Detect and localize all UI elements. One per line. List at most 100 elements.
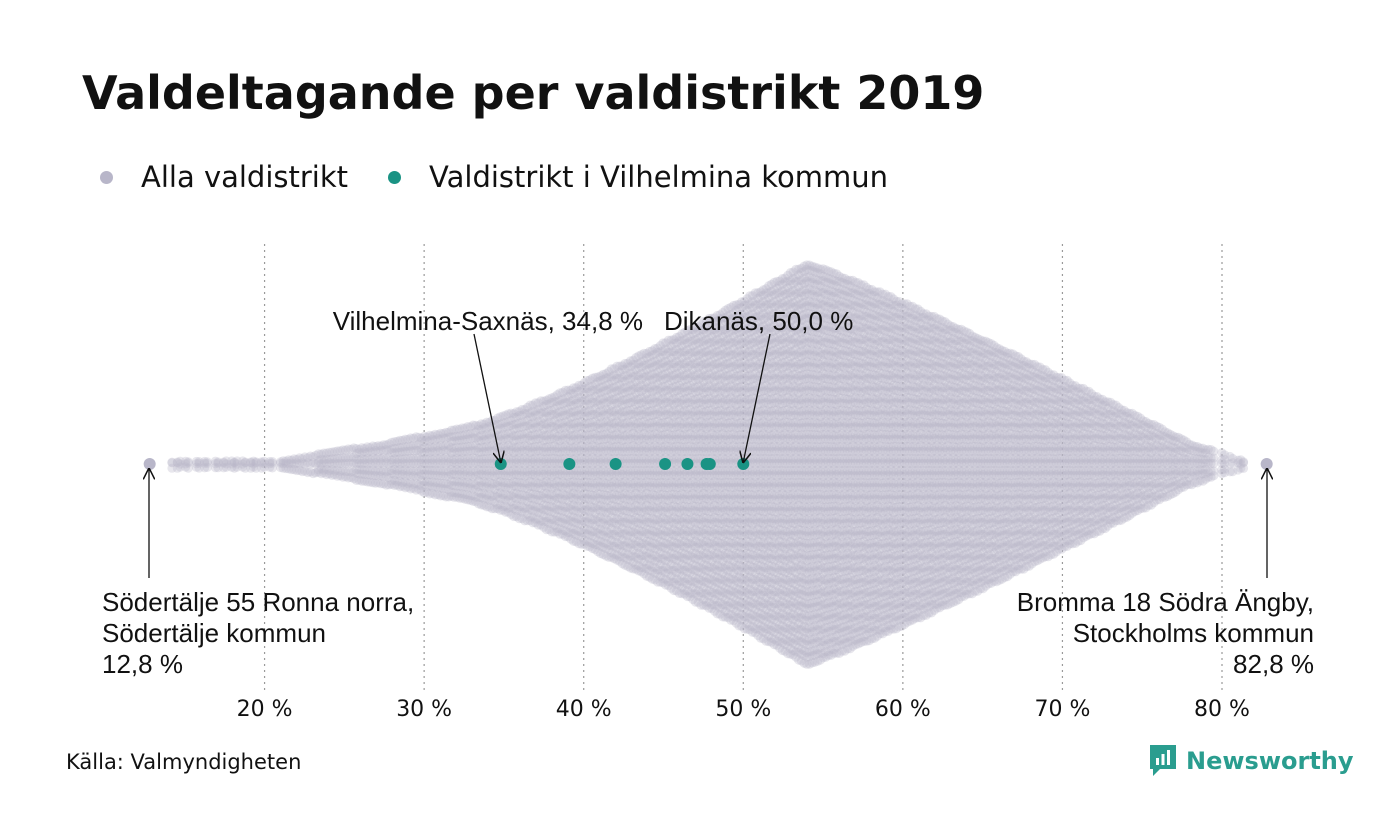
swarm-dot	[335, 466, 345, 476]
swarm-dot	[172, 458, 182, 468]
swarm-dot	[313, 449, 324, 459]
swarm-dot	[322, 448, 332, 458]
swarm-dot	[194, 457, 204, 467]
swarm-dot	[300, 466, 310, 476]
swarm-dot	[286, 455, 296, 465]
swarm-dot	[292, 458, 302, 468]
swarm-dot	[181, 459, 191, 469]
swarm-dot	[289, 454, 299, 464]
swarm-dot	[275, 462, 286, 473]
swarm-dot	[227, 462, 237, 472]
legend-dot-vilhelmina	[388, 170, 402, 184]
legend-item-vilhelmina: Valdistrikt i Vilhelmina kommun	[388, 160, 888, 194]
swarm-dot	[251, 457, 261, 467]
swarm-dot	[210, 456, 220, 466]
swarm-dot	[210, 463, 220, 473]
swarm-dot	[346, 444, 356, 454]
swarm-dot	[278, 456, 288, 466]
swarm-dot	[294, 459, 305, 469]
swarm-dot	[238, 456, 248, 466]
swarm-dot	[200, 456, 210, 467]
swarm-dot	[194, 458, 204, 468]
swarm-dot	[175, 459, 185, 469]
swarm-dot	[338, 459, 348, 469]
swarm-dot	[346, 458, 356, 468]
swarm-dot	[305, 451, 315, 461]
page-title: Valdeltagande per valdistrikt 2019	[82, 66, 985, 120]
swarm-dot	[324, 454, 334, 464]
swarm-dot	[227, 459, 237, 469]
swarm-dot	[183, 457, 193, 467]
swarm-dot	[300, 459, 310, 469]
swarm-dot	[316, 469, 326, 479]
swarm-dot	[297, 458, 307, 468]
swarm-dot	[267, 458, 277, 468]
swarm-dot	[338, 453, 348, 463]
swarm-dot	[316, 449, 326, 459]
swarm-dot	[202, 462, 212, 472]
swarm-dot	[181, 462, 191, 472]
swarm-dot	[300, 452, 310, 462]
legend-item-all: Alla valdistrikt	[100, 160, 348, 194]
swarm-dot	[210, 459, 220, 469]
swarm-dot	[275, 458, 286, 468]
swarm-dot	[332, 453, 343, 463]
swarm-dot	[183, 463, 193, 473]
swarm-dot	[221, 456, 231, 466]
swarm-dot	[213, 458, 223, 468]
swarm-dot	[213, 457, 223, 467]
swarm-dot	[240, 457, 250, 467]
swarm-dot	[349, 452, 359, 462]
swarm-dot	[286, 458, 296, 468]
swarm-dot	[313, 467, 324, 477]
swarm-dot	[238, 459, 248, 469]
swarm-dot	[248, 459, 258, 469]
swarm-dot	[265, 459, 275, 469]
swarm-dots	[143, 260, 1273, 669]
swarm-dot	[191, 459, 201, 469]
swarm-dot	[219, 458, 229, 468]
swarm-dot	[200, 458, 210, 468]
swarm-dot	[330, 454, 340, 464]
swarm-dot	[246, 463, 256, 473]
swarm-dot	[316, 459, 326, 469]
swarm-dot	[338, 472, 348, 482]
swarm-dot	[343, 444, 353, 454]
swarm-dot	[259, 456, 269, 466]
swarm-dot	[175, 462, 185, 472]
swarm-dot	[256, 458, 267, 468]
swarm-dot	[346, 467, 356, 477]
swarm-dot	[238, 462, 248, 472]
swarm-dot	[284, 464, 294, 474]
swarm-dot	[259, 462, 269, 472]
swarm-dot	[327, 447, 337, 457]
swarm-dot	[281, 463, 291, 474]
swarm-dot	[346, 472, 356, 483]
legend-label-vilhelmina: Valdistrikt i Vilhelmina kommun	[429, 160, 889, 194]
swarm-dot	[343, 473, 353, 483]
swarm-dot	[303, 458, 313, 468]
swarm-dot	[319, 448, 329, 458]
swarm-dot	[330, 470, 340, 480]
swarm-dot	[313, 458, 324, 468]
swarm-dot	[343, 458, 353, 468]
swarm-dot	[281, 456, 291, 466]
swarm-dot	[267, 463, 277, 473]
swarm-dot	[322, 469, 332, 480]
swarm-dot	[221, 459, 231, 469]
swarm-dot	[240, 458, 250, 468]
swarm-dot	[324, 447, 334, 457]
swarm-dot	[286, 464, 296, 475]
swarm-dot	[335, 453, 345, 463]
swarm-dot	[311, 468, 321, 478]
swarm-dot	[311, 459, 321, 469]
swarm-dot	[316, 454, 326, 464]
swarm-dot	[292, 465, 302, 476]
swarm-dot	[297, 466, 307, 477]
swarm-dot	[327, 465, 337, 475]
swarm-dot	[221, 462, 231, 472]
swarm-dot	[265, 462, 275, 472]
swarm-dot	[305, 459, 315, 469]
swarm-dot	[308, 452, 318, 462]
swarm-dot	[297, 454, 307, 464]
